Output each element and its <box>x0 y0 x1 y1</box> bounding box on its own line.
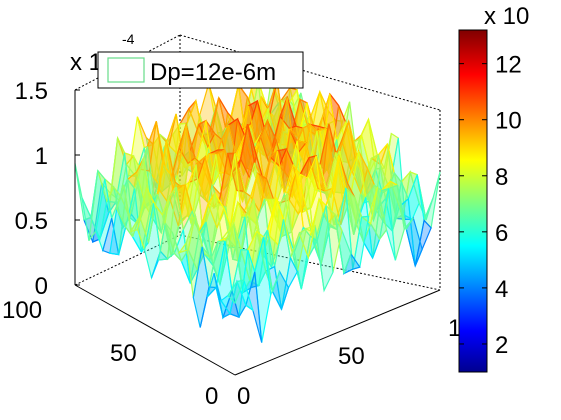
x-tick-label: 0 <box>237 383 250 410</box>
colorbar-tick-label: 10 <box>495 108 522 135</box>
legend-swatch <box>107 57 145 83</box>
y-axis: 100 50 0 <box>2 297 218 410</box>
colorbar-tick-label: 6 <box>495 220 508 247</box>
z-tick-label: 0 <box>35 273 48 300</box>
colorbar-tick-label: 12 <box>495 52 522 79</box>
surface-mesh <box>74 79 441 343</box>
colorbar-tick-label: 8 <box>495 164 508 191</box>
z-axis: 0 0.5 1 1.5 x 10 -4 <box>15 31 135 300</box>
box-floor-back-right <box>179 234 441 291</box>
legend-label: Dp=12e-6m <box>150 59 276 86</box>
y-tick-label: 50 <box>110 340 137 367</box>
box-floor-front-right <box>234 289 441 376</box>
box-floor-front-left <box>74 284 236 376</box>
z-exponent-power: -4 <box>122 31 135 47</box>
axes-box <box>74 34 441 376</box>
z-tick-label: 0.5 <box>15 208 48 235</box>
colorbar-tick-label: 4 <box>495 276 508 303</box>
colorbar-tick-label: 2 <box>495 332 508 359</box>
colorbar-gradient <box>458 29 488 373</box>
colorbar-exponent-label: x 10 <box>484 3 529 30</box>
surface-patch <box>423 171 441 230</box>
box-top-back-right <box>179 34 441 111</box>
x-axis: 0 50 100 <box>237 315 488 410</box>
z-tick-label: 1.5 <box>15 78 48 105</box>
surface-patch <box>227 279 245 305</box>
colorbar-ticks: 2 4 6 8 10 12 <box>459 52 522 359</box>
legend: Dp=12e-6m <box>97 51 304 89</box>
y-tick-label: 100 <box>2 297 42 324</box>
y-tick-label: 0 <box>205 383 218 410</box>
colorbar: 2 4 6 8 10 12 x 10 <box>458 3 529 373</box>
box-floor-back-left <box>74 234 181 286</box>
z-tick-label: 1 <box>35 143 48 170</box>
x-tick-label: 50 <box>338 343 365 370</box>
